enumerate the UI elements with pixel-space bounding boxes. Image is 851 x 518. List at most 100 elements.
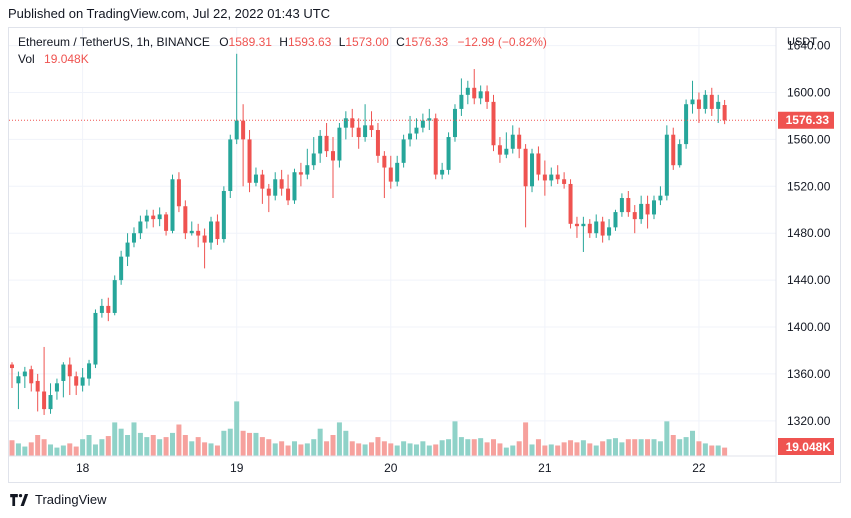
symbol-title[interactable]: Ethereum / TetherUS, 1h, BINANCE	[18, 35, 210, 49]
candle-body	[54, 383, 59, 392]
candle-body	[652, 200, 656, 215]
last-volume-badge-bg	[778, 438, 834, 455]
candle-body	[196, 230, 201, 236]
high-label: H	[279, 35, 288, 49]
volume-bar	[182, 435, 188, 456]
volume-bar	[465, 439, 471, 456]
published-caption: Published on TradingView.com, Jul 22, 20…	[8, 6, 331, 21]
volume-bar	[266, 439, 272, 456]
candle-body	[131, 233, 136, 243]
time-axis[interactable]: 18 19 20 21 22	[76, 461, 706, 475]
volume-bar	[426, 445, 432, 456]
volume-bar	[484, 442, 490, 456]
volume-bar	[28, 442, 34, 456]
volume-bar	[170, 432, 175, 456]
last-price-badge: 1576.33	[778, 111, 834, 129]
candle-body	[331, 151, 335, 161]
candle-body	[420, 120, 425, 128]
volume-bar	[587, 443, 593, 456]
candle-body	[93, 312, 98, 365]
candle-body	[472, 87, 477, 99]
time-tick-label: 18	[76, 461, 90, 475]
candle-body	[170, 179, 175, 231]
candle-body	[67, 364, 72, 377]
candle-body	[504, 148, 509, 155]
candle-body	[542, 174, 547, 181]
candle-body	[125, 242, 130, 257]
volume-bar	[664, 421, 670, 456]
volume-bar	[452, 421, 458, 456]
volume-bar	[446, 439, 452, 456]
volume-bar	[497, 443, 503, 456]
candle-body	[645, 203, 650, 215]
volume-bar	[561, 442, 567, 456]
price-axis[interactable]: 1640.00 1600.00 1560.00 1520.00 1480.00 1440.…	[787, 39, 831, 428]
volume-bar	[580, 440, 586, 456]
volume-bar	[73, 446, 79, 456]
candle-body	[318, 135, 323, 154]
chart-legend: Ethereum / TetherUS, 1h, BINANCE O1589.3…	[18, 34, 547, 68]
candle-body	[510, 134, 515, 149]
high-value: 1593.63	[287, 35, 332, 49]
price-tick-label: 1520.00	[787, 179, 831, 193]
candle-body	[42, 391, 47, 410]
volume-bar	[195, 437, 201, 456]
candle-body	[369, 125, 374, 131]
volume-bar	[247, 432, 253, 456]
volume-bar	[157, 439, 163, 456]
volume-bar	[291, 441, 297, 456]
volume-bar	[336, 422, 342, 456]
volume-bar	[677, 439, 683, 456]
volume-bars	[9, 401, 728, 456]
volume-bar	[600, 441, 606, 456]
candle-body	[99, 305, 104, 313]
close-value: 1576.33	[404, 35, 449, 49]
volume-bar	[48, 444, 54, 456]
candle-body	[337, 127, 342, 161]
candle-body	[696, 99, 701, 109]
price-chart[interactable]: USDT 1640.00 1600.00 1560.00 1520.00 1480.00…	[9, 28, 841, 483]
candle-body	[350, 118, 355, 128]
volume-bar	[696, 441, 702, 456]
candle-body	[375, 130, 380, 156]
price-tick-label: 1480.00	[787, 226, 831, 240]
candle-body	[626, 198, 631, 213]
candle-body	[80, 377, 85, 386]
candle-body	[658, 195, 663, 201]
volume-bar	[343, 430, 349, 456]
candle-body	[690, 99, 695, 105]
candle-body	[722, 105, 727, 121]
volume-bar	[240, 430, 246, 456]
volume-bar	[362, 444, 368, 456]
candle-body	[709, 94, 714, 109]
change-value: −12.99 (−0.82%)	[457, 35, 547, 49]
volume-bar	[690, 430, 696, 456]
candle-body	[607, 227, 612, 236]
volume-bar	[529, 444, 535, 456]
price-tick-label: 1640.00	[787, 39, 831, 53]
price-tick-label: 1360.00	[787, 367, 831, 381]
candle-body	[568, 183, 573, 224]
candle-body	[286, 188, 291, 201]
volume-bar	[491, 439, 496, 456]
volume-bar	[709, 445, 715, 456]
volume-bar	[407, 443, 413, 456]
volume-bar	[657, 441, 663, 456]
volume-bar	[369, 442, 375, 456]
candle-body	[189, 230, 194, 234]
volume-bar	[420, 441, 426, 456]
volume-bar	[548, 444, 554, 456]
candle-body	[61, 364, 66, 381]
candle-body	[16, 376, 21, 384]
volume-bar	[555, 445, 561, 456]
volume-bar	[401, 441, 407, 456]
candle-body	[587, 223, 592, 234]
candle-body	[29, 369, 34, 384]
footer-brand[interactable]: TradingView	[10, 492, 107, 507]
candle-body	[138, 221, 143, 234]
volume-bar	[722, 447, 728, 456]
candle-body	[433, 118, 438, 175]
grid-lines	[9, 28, 776, 456]
volume-bar	[67, 443, 73, 456]
candle-body	[241, 120, 246, 140]
